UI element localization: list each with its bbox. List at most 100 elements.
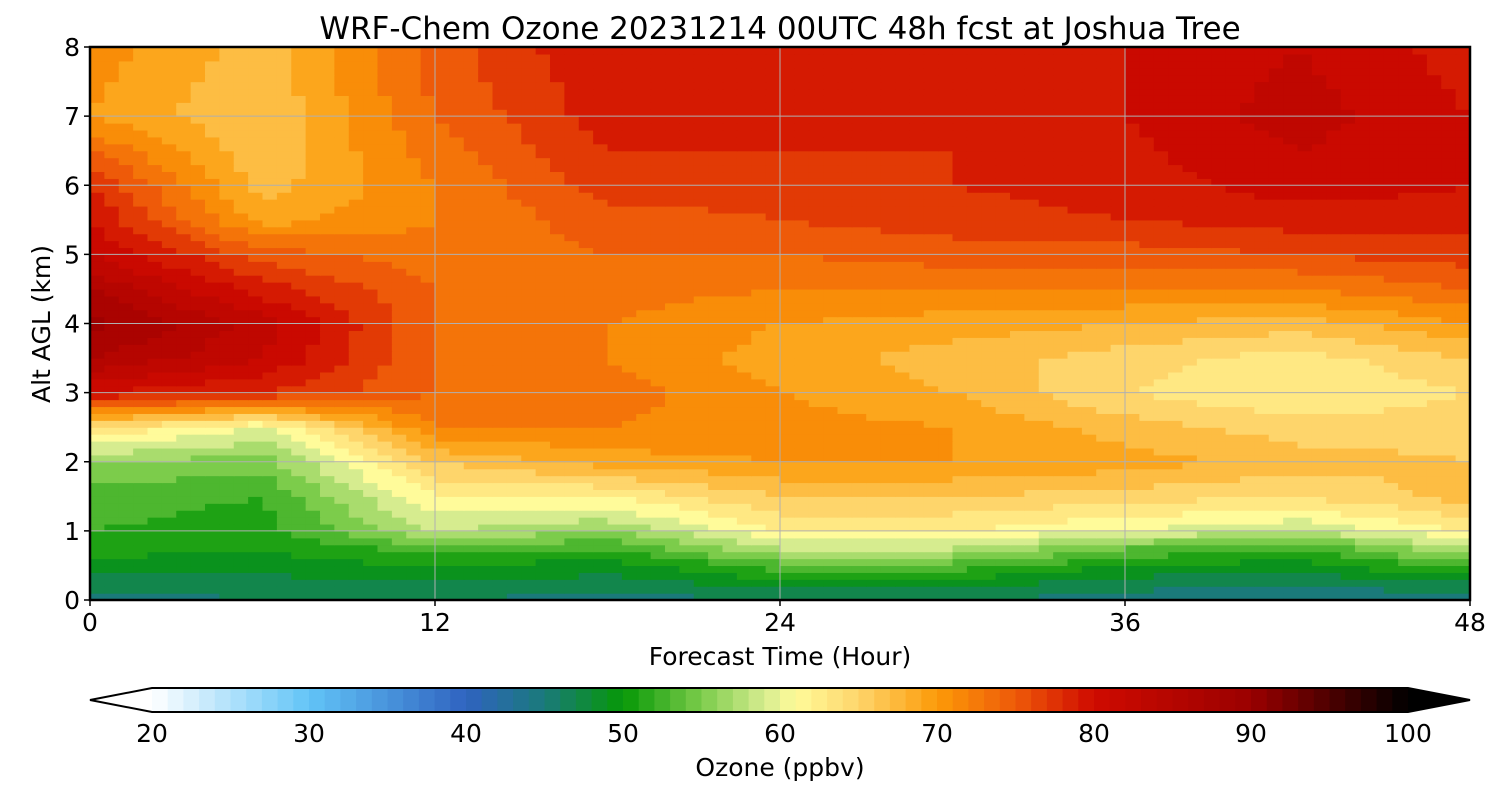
heatmap-cell — [851, 461, 867, 470]
heatmap-cell — [521, 282, 537, 290]
heatmap-cell — [665, 358, 680, 366]
heatmap-cell — [248, 503, 264, 511]
heatmap-cell — [923, 330, 939, 338]
heatmap-cell — [478, 447, 494, 456]
heatmap-cell — [1196, 586, 1212, 594]
heatmap-cell — [1283, 337, 1299, 345]
heatmap-cell — [133, 461, 149, 470]
heatmap-cell — [334, 385, 350, 394]
heatmap-cell — [276, 420, 292, 428]
heatmap-cell — [363, 316, 379, 325]
heatmap-cell — [866, 413, 882, 421]
heatmap-cell — [650, 468, 666, 477]
heatmap-cell — [607, 517, 623, 525]
heatmap-cell — [506, 572, 522, 580]
heatmap-cell — [1067, 302, 1083, 311]
heatmap-cell — [104, 482, 120, 490]
heatmap-cell — [377, 309, 393, 318]
heatmap-cell — [550, 420, 565, 428]
heatmap-cell — [1211, 565, 1227, 573]
heatmap-cell — [1153, 530, 1169, 539]
heatmap-cell — [1398, 406, 1414, 414]
heatmap-cell — [1153, 523, 1169, 532]
heatmap-cell — [420, 441, 436, 449]
heatmap-cell — [578, 254, 594, 262]
heatmap-cell — [895, 427, 910, 435]
heatmap-cell — [808, 323, 824, 332]
heatmap-cell — [1369, 316, 1385, 325]
heatmap-cell — [1426, 275, 1442, 283]
heatmap-cell — [1369, 309, 1385, 318]
heatmap-cell — [1211, 475, 1227, 484]
heatmap-cell — [1196, 316, 1212, 325]
heatmap-cell — [909, 468, 925, 477]
heatmap-cell — [923, 247, 939, 255]
heatmap-cell — [981, 295, 997, 304]
heatmap-cell — [909, 323, 925, 332]
heatmap-cell — [866, 337, 882, 345]
heatmap-cell — [305, 344, 321, 352]
heatmap-cell — [1125, 523, 1140, 532]
heatmap-cell — [736, 551, 752, 560]
heatmap-cell — [780, 413, 795, 421]
heatmap-cell — [1139, 261, 1155, 269]
heatmap-cell — [377, 392, 393, 401]
heatmap-cell — [679, 351, 695, 359]
heatmap-cell — [1383, 530, 1399, 539]
heatmap-cell — [463, 420, 479, 428]
heatmap-cell — [966, 288, 982, 297]
heatmap-cell — [104, 510, 120, 518]
heatmap-cell — [1455, 517, 1470, 525]
heatmap-cell — [535, 344, 551, 352]
heatmap-cell — [219, 261, 235, 269]
heatmap-cell — [535, 544, 551, 553]
heatmap-cell — [938, 572, 954, 580]
heatmap-cell — [521, 268, 537, 276]
heatmap-cell — [161, 240, 177, 249]
heatmap-cell — [348, 544, 364, 553]
heatmap-cell — [909, 593, 925, 600]
heatmap-cell — [1139, 399, 1155, 408]
heatmap-cell — [535, 309, 551, 318]
heatmap-cell — [1211, 247, 1227, 255]
heatmap-cell — [794, 475, 810, 484]
heatmap-cell — [780, 482, 795, 490]
heatmap-cell — [219, 537, 235, 546]
heatmap-cell — [1369, 537, 1385, 546]
heatmap-cell — [377, 454, 393, 463]
heatmap-cell — [621, 302, 637, 311]
heatmap-cell — [1168, 593, 1184, 600]
heatmap-cell — [391, 364, 407, 373]
heatmap-cell — [147, 302, 163, 311]
heatmap-cell — [478, 282, 494, 290]
heatmap-cell — [952, 586, 968, 594]
heatmap-cell — [679, 295, 695, 304]
heatmap-cell — [1211, 517, 1227, 525]
heatmap-cell — [420, 475, 436, 484]
heatmap-cell — [161, 558, 177, 567]
heatmap-cell — [578, 447, 594, 456]
heatmap-cell — [780, 282, 795, 290]
heatmap-cell — [363, 489, 379, 497]
heatmap-cell — [1326, 496, 1342, 504]
heatmap-cell — [794, 392, 810, 401]
heatmap-cell — [435, 420, 450, 428]
heatmap-cell — [535, 447, 551, 456]
heatmap-cell — [291, 475, 307, 484]
heatmap-cell — [391, 579, 407, 587]
heatmap-cell — [1211, 254, 1227, 262]
heatmap-cell — [1067, 537, 1083, 546]
heatmap-cell — [808, 302, 824, 311]
heatmap-cell — [535, 295, 551, 304]
heatmap-cell — [205, 309, 220, 318]
heatmap-cell — [233, 316, 249, 325]
heatmap-cell — [708, 441, 724, 449]
heatmap-cell — [190, 406, 206, 414]
heatmap-cell — [161, 434, 177, 442]
heatmap-cell — [90, 392, 105, 401]
heatmap-cell — [205, 468, 220, 477]
heatmap-cell — [1125, 399, 1140, 408]
heatmap-cell — [1426, 247, 1442, 255]
heatmap-cell — [837, 503, 853, 511]
heatmap-cell — [794, 344, 810, 352]
